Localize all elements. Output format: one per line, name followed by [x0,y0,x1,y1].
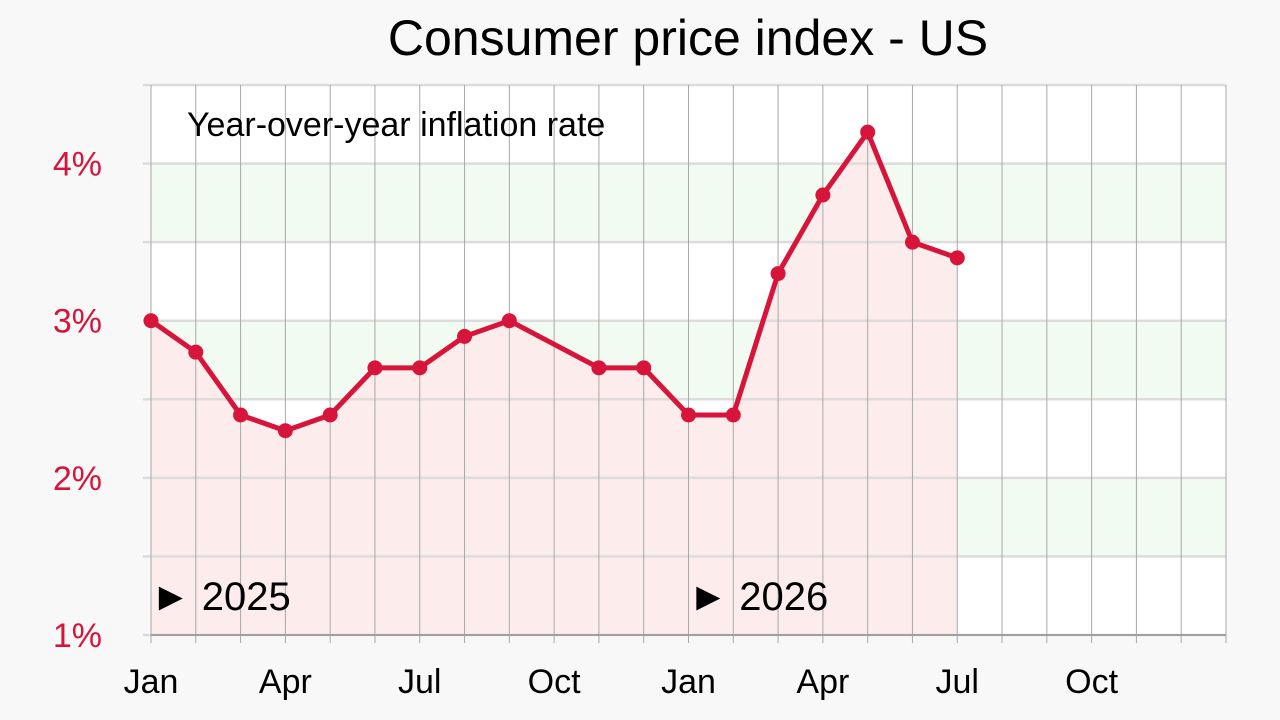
x-tick-label: Oct [1065,663,1118,701]
data-point [412,360,428,376]
tick-labels-layer: 1% 2% 3% 4% Jan Apr Jul Oct Jan Apr Jul Oct ► 2025 ► … [53,146,1119,701]
data-point [233,407,249,423]
x-tick-label: Apr [259,663,312,701]
chart-subtitle: Year-over-year inflation rate [187,106,605,144]
x-tick-label: Jan [124,663,179,701]
data-point [636,360,652,376]
data-point [591,360,607,376]
x-tick-label: Oct [528,663,581,701]
data-point [815,187,831,203]
x-tick-label: Jul [398,663,441,701]
series-line [148,129,960,434]
x-tick-label: Jul [936,663,979,701]
data-point [681,407,696,423]
data-point [457,328,473,344]
y-tick-label: 1% [53,617,102,655]
data-point [367,360,383,376]
y-tick-label: 2% [53,460,102,498]
data-point [725,407,741,423]
y-tick-label: 4% [53,146,102,184]
data-point [322,407,338,423]
year-marker-label: ► 2026 [689,575,829,619]
data-point [277,423,293,439]
chart-title: Consumer price index - US [388,10,988,66]
data-points-layer [143,124,965,439]
year-marker-label: ► 2025 [151,575,291,619]
data-point [949,250,965,266]
y-tick-label: 3% [53,303,102,341]
data-point [904,234,920,250]
data-point [188,344,204,360]
gridlines [143,83,1227,643]
data-point [860,124,876,140]
x-tick-label: Apr [796,663,849,701]
data-point [143,313,159,329]
data-point [501,313,517,329]
x-tick-label: Jan [661,663,716,701]
series-line-layer [148,129,960,434]
data-point [770,266,786,282]
